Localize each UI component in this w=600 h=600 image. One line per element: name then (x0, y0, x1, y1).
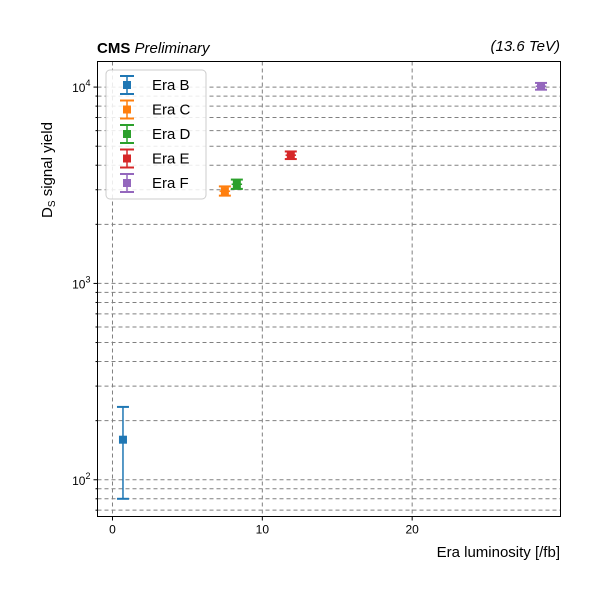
marker (232, 180, 241, 189)
y-label-rest: signal yield (39, 122, 56, 200)
legend-marker (123, 130, 131, 138)
legend: Era B Era C Era D Era E Era F (105, 69, 207, 200)
marker (537, 82, 546, 91)
legend-label: Era B (152, 77, 190, 94)
legend-entry: Era C (120, 99, 191, 120)
y-tick-label: 104 (72, 78, 90, 95)
y-label-subscript: S (47, 200, 58, 207)
header-italic: Preliminary (135, 40, 212, 57)
legend-label: Era F (152, 175, 189, 192)
legend-marker (123, 81, 131, 89)
legend-label: Era D (152, 126, 191, 143)
plot-frame (97, 61, 561, 517)
x-tick-label: 0 (109, 523, 116, 537)
header-bold: CMS (97, 40, 130, 57)
y-label-main: D (39, 207, 56, 218)
legend-entry: Era F (120, 173, 189, 193)
marker (118, 435, 127, 444)
legend-label: Era E (152, 151, 190, 168)
legend-marker (123, 105, 131, 114)
axis-ticks: 0 10 20 102 103 104 (72, 78, 419, 536)
x-tick-label: 20 (405, 523, 419, 537)
legend-entry: Era D (120, 124, 191, 144)
y-tick-label: 102 (72, 471, 90, 488)
legend-entry: Era B (120, 75, 190, 95)
chart-header-right: (13.6 TeV) (491, 38, 561, 55)
data-point-era-f (535, 81, 548, 91)
legend-items: Era B Era C Era D Era E Era F (120, 75, 191, 193)
x-tick-label: 10 (256, 523, 270, 537)
legend-marker (123, 154, 131, 163)
legend-marker (123, 179, 131, 187)
y-tick-label: 103 (72, 274, 90, 291)
data-point-era-d (230, 178, 243, 190)
data-point-era-b (116, 405, 129, 500)
marker (286, 151, 295, 160)
legend-entry: Era E (120, 148, 190, 169)
x-axis-label: Era luminosity [/fb] (437, 544, 560, 561)
data-points (116, 81, 548, 500)
chart-header-left: CMS Preliminary (97, 40, 211, 57)
legend-label: Era C (152, 102, 191, 119)
marker (220, 187, 229, 196)
data-point-era-e (284, 150, 297, 161)
grid (97, 61, 561, 517)
data-point-era-c (218, 185, 231, 197)
y-axis-label: DS signal yield (39, 122, 58, 218)
